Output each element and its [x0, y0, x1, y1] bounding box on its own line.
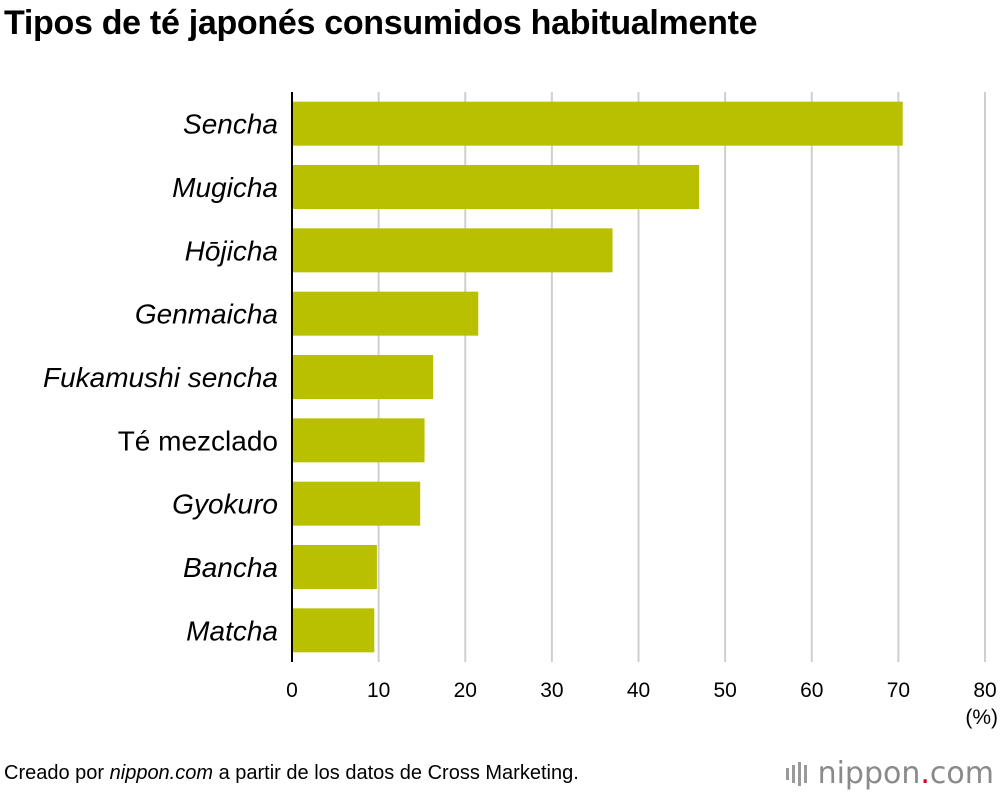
bar-chart: Sencha Mugicha Hōjicha Genmaicha Fukamushi s…: [43, 92, 998, 729]
source-suffix: a partir de los datos de Cross Marketing…: [213, 762, 579, 784]
x-tick-label: 30: [540, 679, 563, 702]
category-label: Matcha: [186, 615, 278, 646]
source-prefix: Creado por: [4, 762, 110, 784]
bars: [292, 101, 903, 653]
bar: [292, 418, 425, 463]
x-tick-label: 10: [367, 679, 390, 702]
category-label: Genmaicha: [135, 299, 278, 330]
category-label: Mugicha: [172, 172, 278, 203]
category-labels: Sencha Mugicha Hōjicha Genmaicha Fukamushi s…: [43, 109, 278, 647]
x-unit-label: (%): [965, 706, 998, 729]
x-tick-label: 70: [887, 679, 910, 702]
category-label: Hōjicha: [185, 235, 278, 266]
category-label: Té mezclado: [118, 425, 278, 456]
x-tick-label: 40: [627, 679, 650, 702]
bar: [292, 291, 479, 336]
bar: [292, 545, 377, 589]
x-tick-label: 20: [454, 679, 477, 702]
x-tick-label: 60: [800, 679, 823, 702]
x-tick-label: 80: [973, 679, 996, 702]
bar: [292, 481, 421, 526]
chart-title: Tipos de té japonés consumidos habitualm…: [4, 4, 758, 42]
source-note: Creado por nippon.com a partir de los da…: [4, 762, 579, 785]
bar: [292, 608, 375, 653]
category-label: Fukamushi sencha: [43, 362, 278, 393]
bar: [292, 101, 903, 146]
x-tick-labels: 0 10 20 30 40 50 60 70 80: [286, 679, 997, 702]
logo-bars-icon: [785, 759, 810, 789]
x-tick-label: 0: [286, 679, 298, 702]
bar: [292, 355, 434, 399]
x-tick-label: 50: [713, 679, 736, 702]
bar: [292, 165, 700, 209]
category-label: Sencha: [183, 109, 278, 140]
category-label: Bancha: [183, 552, 278, 583]
logo-text-left: nippon: [817, 756, 921, 791]
logo-dot: .: [920, 756, 930, 791]
category-label: Gyokuro: [172, 489, 278, 520]
source-site: nippon.com: [109, 762, 214, 784]
bar: [292, 228, 613, 273]
logo-text-right: com: [929, 756, 994, 791]
nippon-logo: nippon. com: [785, 756, 994, 791]
